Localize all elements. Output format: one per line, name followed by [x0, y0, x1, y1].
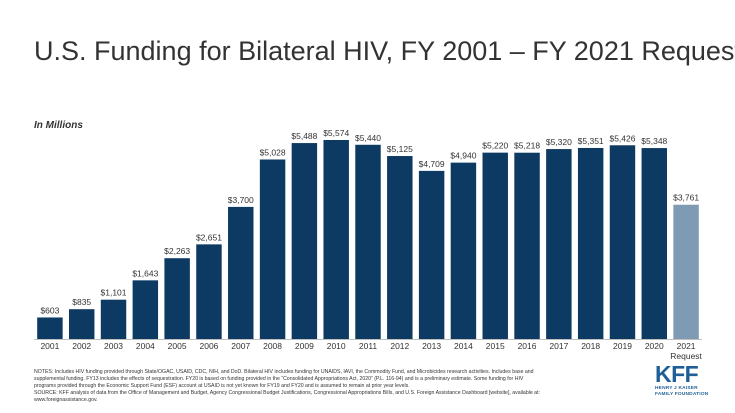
x-tick-label: 2020 — [645, 341, 664, 351]
bar-2007 — [228, 206, 254, 339]
x-tick-label: 2009 — [295, 341, 314, 351]
unit-label: In Millions — [34, 120, 83, 131]
bar-2003 — [100, 299, 127, 339]
data-label-2013: $4,709 — [419, 159, 445, 169]
bar-2015 — [482, 152, 508, 339]
x-tick-label: 2013 — [422, 341, 441, 351]
logo-subtitle: HENRY J KAISER — [655, 386, 698, 391]
footnotes: NOTES: Includes HIV funding provided thr… — [34, 369, 644, 404]
x-tick-label: 2002 — [72, 341, 91, 351]
x-tick-label: 2001 — [40, 341, 59, 351]
data-label-2012: $5,125 — [387, 144, 413, 154]
data-label-2018: $5,351 — [578, 136, 604, 146]
bar-2014 — [450, 162, 477, 339]
bar-2011 — [355, 144, 381, 339]
bar-2008 — [259, 159, 286, 339]
bar-2016 — [514, 152, 540, 339]
x-tick-label: 2011 — [359, 341, 378, 351]
data-label-2001: $603 — [40, 305, 59, 315]
bar-2017 — [546, 149, 572, 339]
kff-logo: KFF HENRY J KAISER FAMILY FOUNDATION — [655, 362, 725, 406]
x-tick-label: 2005 — [168, 341, 187, 351]
logo-subtitle: FAMILY FOUNDATION — [655, 392, 709, 397]
bar-2018 — [577, 147, 604, 339]
chart-title: U.S. Funding for Bilateral HIV, FY 2001 … — [34, 36, 735, 66]
bar-2019 — [609, 145, 636, 339]
bar-2012 — [387, 156, 413, 339]
notes-line: supplemental funding. FY13 includes the … — [34, 376, 524, 382]
x-tick-label: 2014 — [454, 341, 473, 351]
bar-2004 — [132, 280, 159, 339]
data-label-2002: $835 — [72, 297, 91, 307]
data-label-2003: $1,101 — [101, 288, 127, 298]
notes-line: NOTES: Includes HIV funding provided thr… — [34, 369, 534, 375]
bar-2006 — [196, 244, 222, 339]
data-label-2014: $4,940 — [450, 151, 476, 161]
data-label-2019: $5,426 — [609, 133, 635, 143]
data-label-2016: $5,218 — [514, 141, 540, 151]
bar-2005 — [164, 258, 190, 339]
bar-2001 — [37, 317, 63, 339]
x-tick-label: 2019 — [613, 341, 632, 351]
x-tick-label: 2015 — [486, 341, 505, 351]
x-tick-label: 2012 — [390, 341, 409, 351]
bar-2013 — [418, 170, 445, 339]
bar-2010 — [323, 140, 349, 339]
x-tick-label: 2004 — [136, 341, 155, 351]
x-tick-label: 2010 — [327, 341, 346, 351]
x-tick-label: 2007 — [231, 341, 250, 351]
bar-2021 — [673, 204, 699, 339]
source-line: SOURCE: KFF analysis of data from the Of… — [34, 390, 540, 396]
x-tick-label: 2018 — [581, 341, 600, 351]
data-label-2011: $5,440 — [355, 133, 381, 143]
x-tick-sublabel: Request — [670, 351, 702, 361]
x-tick-label: 2008 — [263, 341, 282, 351]
data-label-2004: $1,643 — [132, 268, 158, 278]
data-label-2015: $5,220 — [482, 141, 508, 151]
x-tick-label: 2006 — [199, 341, 218, 351]
logo-mark: KFF — [655, 361, 699, 387]
data-label-2021: $3,761 — [673, 193, 699, 203]
x-tick-label: 2021 — [677, 341, 696, 351]
x-tick-label: 2017 — [549, 341, 568, 351]
source-line: www.foreignassistance.gov. — [34, 397, 98, 403]
data-label-2017: $5,320 — [546, 137, 572, 147]
data-label-2006: $2,651 — [196, 232, 222, 242]
bar-2002 — [68, 309, 95, 339]
data-label-2010: $5,574 — [323, 128, 349, 138]
data-label-2020: $5,348 — [641, 136, 667, 146]
data-label-2009: $5,488 — [291, 131, 317, 141]
bar-2009 — [291, 143, 318, 339]
x-tick-label: 2003 — [104, 341, 123, 351]
x-tick-label: 2016 — [518, 341, 537, 351]
data-label-2005: $2,263 — [164, 246, 190, 256]
notes-line: programs provided through the Economic S… — [34, 383, 410, 389]
data-label-2008: $5,028 — [260, 147, 286, 157]
data-label-2007: $3,700 — [228, 195, 254, 205]
bar-2020 — [641, 148, 668, 339]
